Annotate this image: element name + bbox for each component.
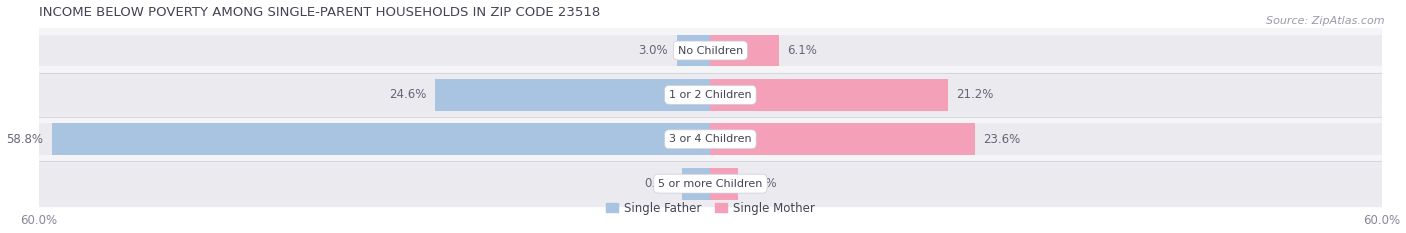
Bar <box>39 79 710 111</box>
Bar <box>39 117 1382 161</box>
Bar <box>39 123 710 155</box>
Bar <box>682 168 710 200</box>
Text: 6.1%: 6.1% <box>787 44 817 57</box>
Bar <box>710 79 948 111</box>
Bar <box>710 34 779 66</box>
Bar <box>710 34 1382 66</box>
Bar <box>434 79 710 111</box>
Text: 3 or 4 Children: 3 or 4 Children <box>669 134 752 144</box>
Text: No Children: No Children <box>678 45 742 55</box>
Bar <box>39 73 1382 117</box>
Bar <box>710 123 1382 155</box>
Text: 3.0%: 3.0% <box>638 44 668 57</box>
Text: Source: ZipAtlas.com: Source: ZipAtlas.com <box>1267 16 1385 26</box>
Bar <box>39 34 710 66</box>
Bar <box>710 168 738 200</box>
Bar <box>52 123 710 155</box>
Text: INCOME BELOW POVERTY AMONG SINGLE-PARENT HOUSEHOLDS IN ZIP CODE 23518: INCOME BELOW POVERTY AMONG SINGLE-PARENT… <box>39 6 600 19</box>
Bar <box>39 168 710 200</box>
Text: 23.6%: 23.6% <box>983 133 1021 146</box>
Bar <box>39 161 1382 206</box>
Bar <box>710 168 1382 200</box>
Legend: Single Father, Single Mother: Single Father, Single Mother <box>602 197 820 219</box>
Bar <box>676 34 710 66</box>
Text: 5 or more Children: 5 or more Children <box>658 179 762 189</box>
Text: 1 or 2 Children: 1 or 2 Children <box>669 90 752 100</box>
Text: 24.6%: 24.6% <box>389 88 426 101</box>
Text: 58.8%: 58.8% <box>7 133 44 146</box>
Text: 0.0%: 0.0% <box>644 177 673 190</box>
Bar <box>39 28 1382 73</box>
Text: 0.0%: 0.0% <box>748 177 778 190</box>
Bar <box>710 79 1382 111</box>
Bar <box>710 123 974 155</box>
Text: 21.2%: 21.2% <box>956 88 994 101</box>
